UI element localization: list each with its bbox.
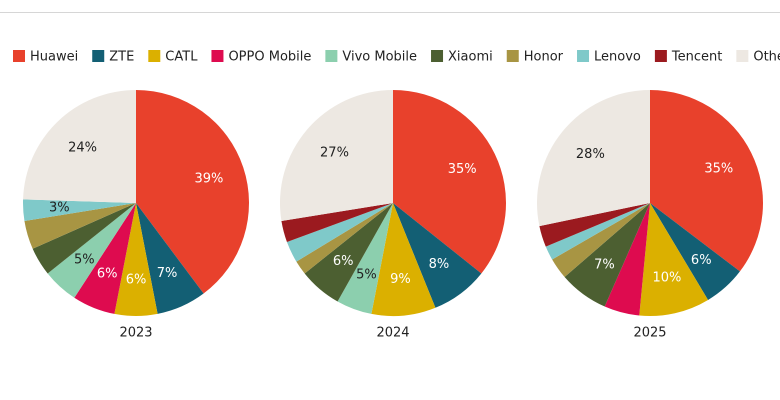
legend-swatch <box>736 50 748 62</box>
value-label: 6% <box>97 267 118 282</box>
value-label: 6% <box>691 253 712 268</box>
legend-swatch <box>577 50 589 62</box>
legend-swatch <box>92 50 104 62</box>
pies: 39%7%6%6%5%3%24%202335%8%9%5%6%27%202435… <box>23 90 763 341</box>
legend-swatch <box>325 50 337 62</box>
value-label: 7% <box>594 257 615 272</box>
value-label: 10% <box>652 270 681 285</box>
value-label: 7% <box>157 266 178 281</box>
legend-swatch <box>13 50 25 62</box>
legend-label: CATL <box>165 50 198 65</box>
legend-swatch <box>148 50 160 62</box>
value-label: 6% <box>126 272 147 287</box>
legend-label: Vivo Mobile <box>342 50 417 65</box>
legend-label: OPPO Mobile <box>228 50 311 65</box>
legend-swatch <box>211 50 223 62</box>
value-label: 5% <box>74 252 95 267</box>
value-label: 35% <box>704 161 733 176</box>
value-label: 39% <box>194 171 223 186</box>
pie-title: 2023 <box>119 326 152 341</box>
value-label: 28% <box>576 147 605 162</box>
legend-label: Xiaomi <box>448 50 493 65</box>
value-label: 24% <box>68 140 97 155</box>
pie-title: 2025 <box>633 326 666 341</box>
value-label: 6% <box>333 254 354 269</box>
legend-label: Honor <box>524 50 564 65</box>
value-label: 35% <box>448 162 477 177</box>
legend-swatch <box>507 50 519 62</box>
legend-swatch <box>431 50 443 62</box>
legend: Huawei ZTE CATL OPPO Mobile Vivo Mobile Xiaom… <box>13 50 780 65</box>
legend-label: Tencent <box>671 50 722 65</box>
pie-title: 2024 <box>376 326 409 341</box>
value-label: 27% <box>320 146 349 161</box>
value-label: 8% <box>429 257 450 272</box>
legend-label: Huawei <box>30 50 78 65</box>
legend-label: Other <box>753 50 780 65</box>
legend-label: Lenovo <box>594 50 641 65</box>
legend-swatch <box>655 50 667 62</box>
value-label: 3% <box>49 200 70 215</box>
legend-label: ZTE <box>109 50 134 65</box>
value-label: 9% <box>390 272 411 287</box>
value-label: 5% <box>356 268 377 283</box>
